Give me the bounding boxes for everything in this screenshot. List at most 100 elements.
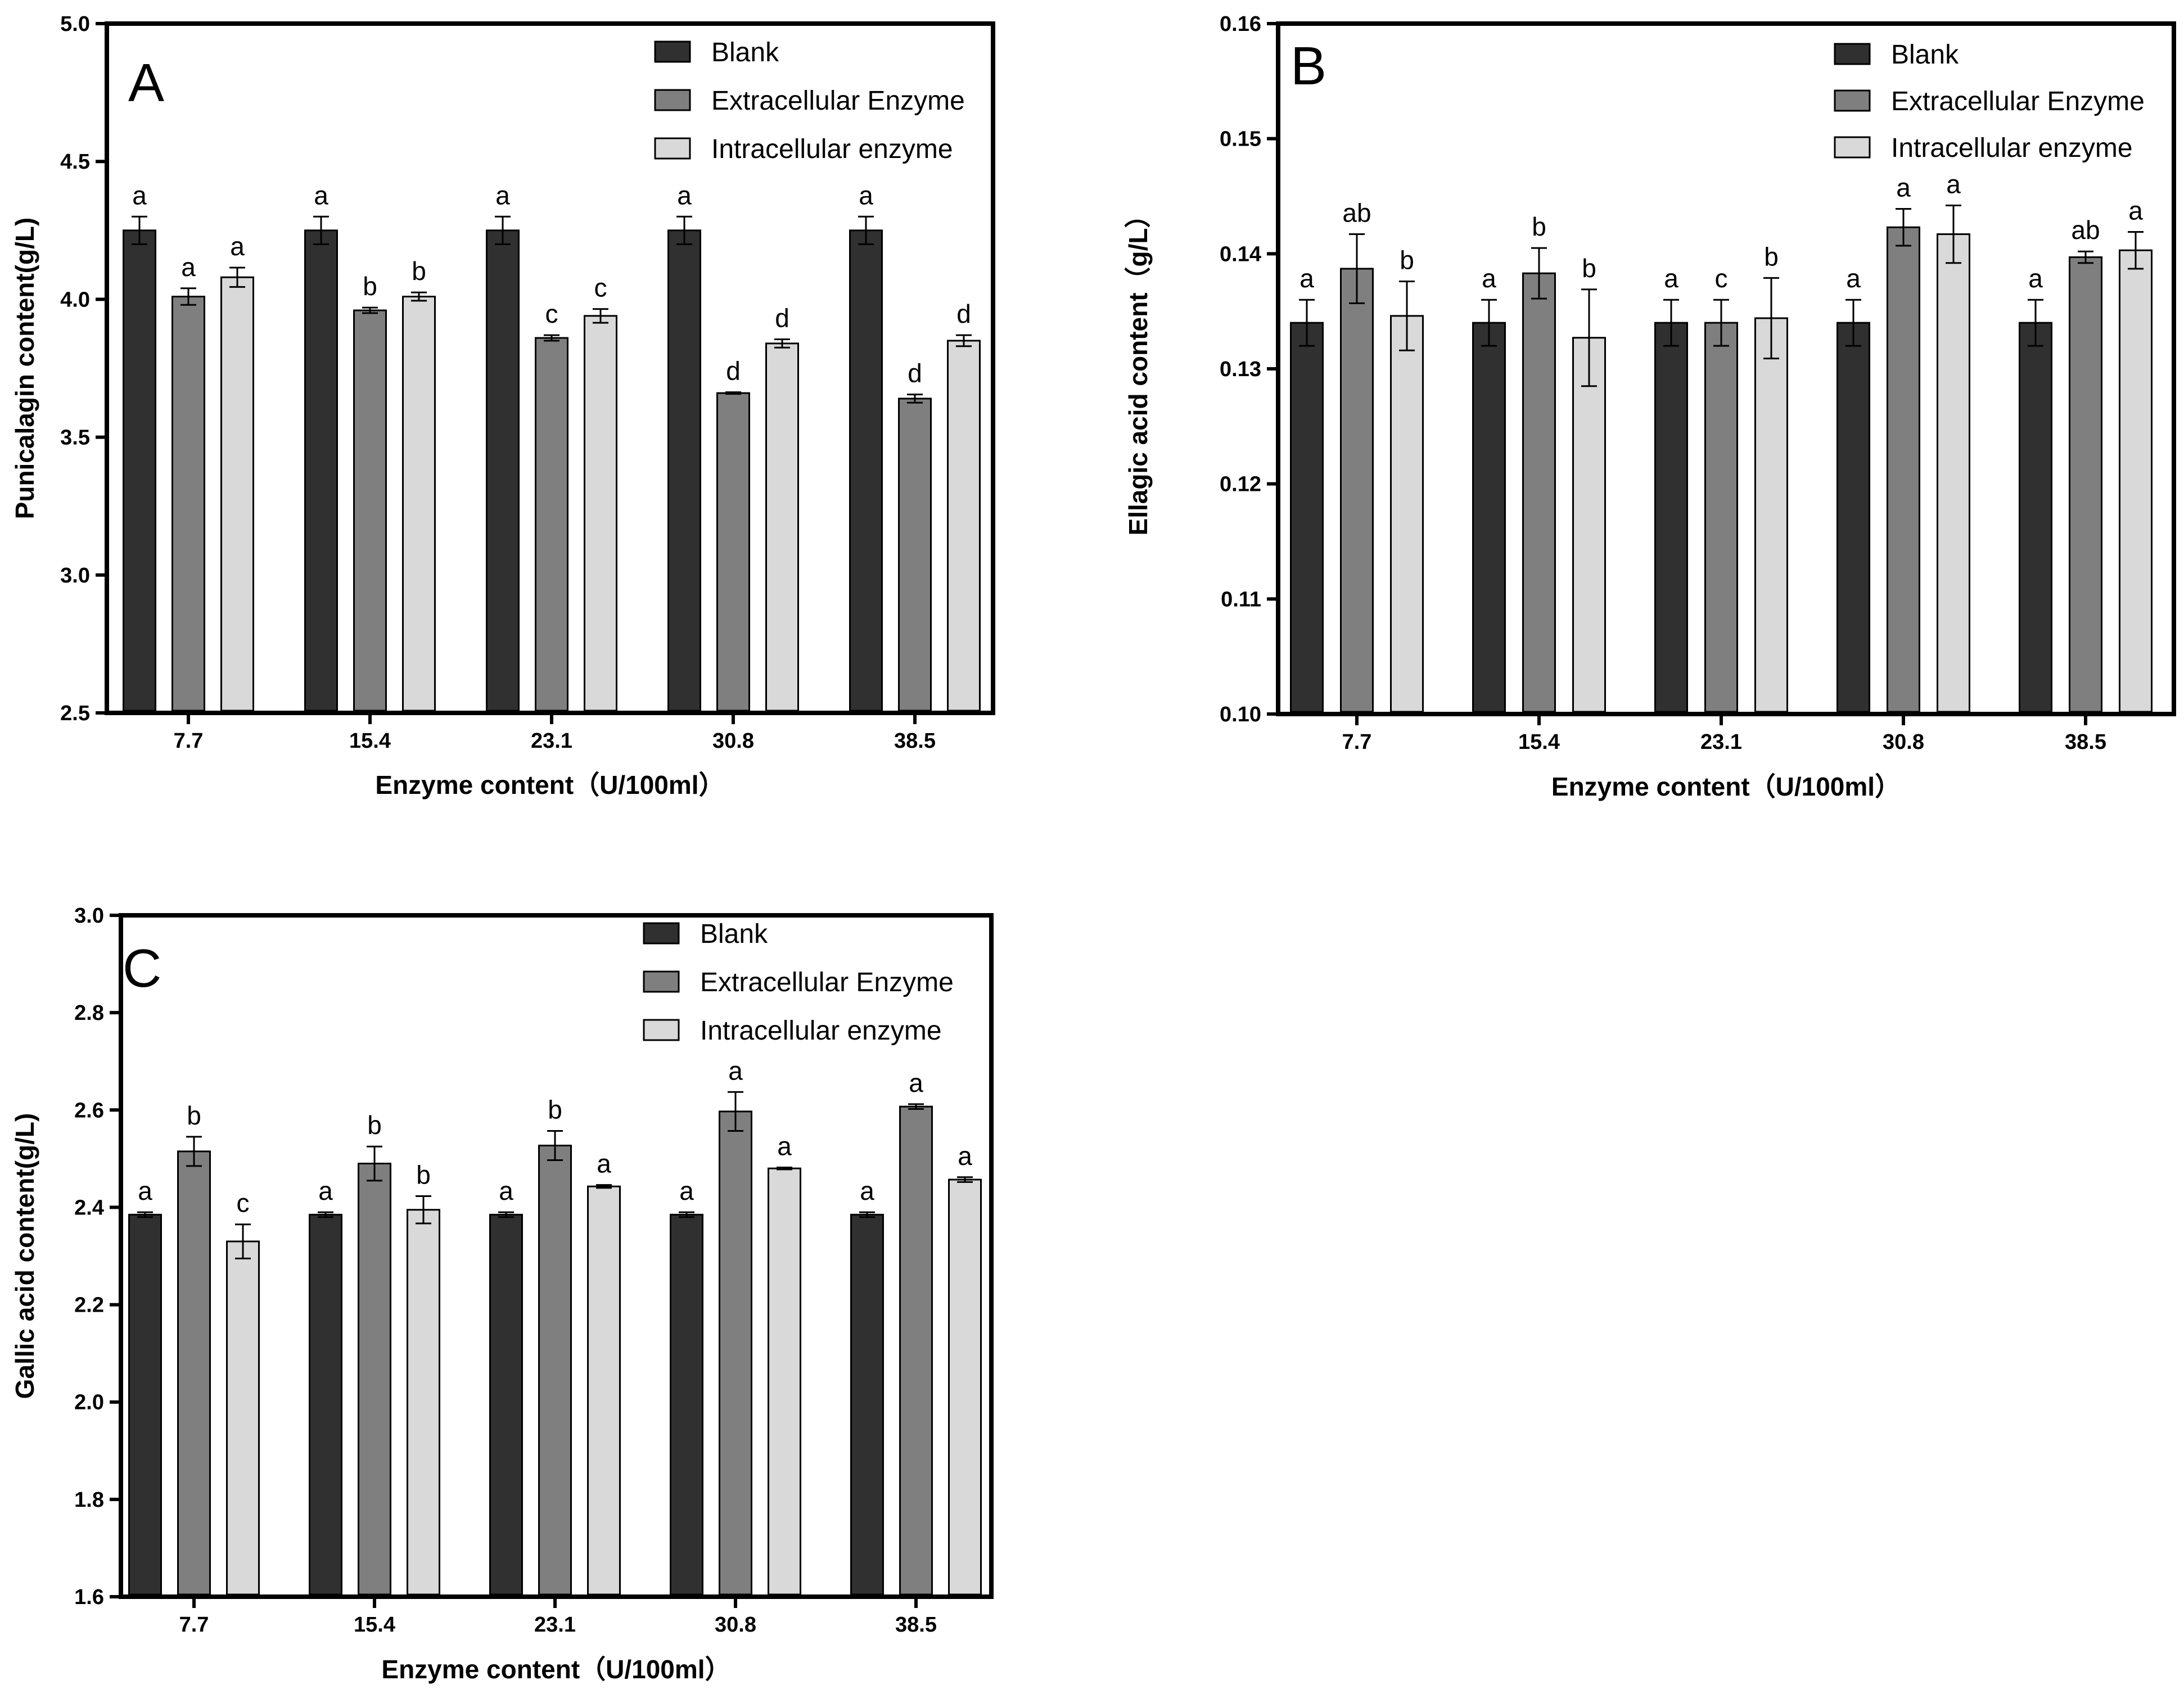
- significance-label: ab: [2071, 215, 2100, 245]
- significance-label: b: [367, 1110, 382, 1140]
- significance-label: a: [318, 1176, 333, 1205]
- chart-panel-a: 2.5 3.0 3.5 4.0 4.5 5.0 7.7 15.4 23.1 30.8 38.5 Enz…: [10, 12, 995, 799]
- significance-label: a: [1482, 264, 1496, 293]
- y-tick-label: 0.15: [1220, 128, 1261, 151]
- bar: [1704, 322, 1738, 713]
- bar: [1937, 233, 1970, 713]
- legend-label: Extracellular Enzyme: [711, 86, 965, 116]
- legend-label: Intracellular enzyme: [1891, 133, 2133, 163]
- legend-swatch: [1834, 136, 1871, 159]
- significance-label: b: [363, 272, 377, 301]
- bar: [2019, 322, 2052, 713]
- bar: [220, 276, 254, 712]
- significance-label: b: [412, 256, 426, 286]
- bar: [535, 337, 568, 712]
- significance-label: a: [181, 252, 196, 282]
- y-tick-label: 0.12: [1220, 473, 1261, 496]
- significance-label: a: [860, 1176, 874, 1205]
- significance-label: a: [1946, 169, 1961, 198]
- bar: [489, 1213, 523, 1596]
- significance-label: a: [230, 232, 245, 261]
- legend-swatch: [643, 1019, 680, 1041]
- bar: [1290, 322, 1324, 713]
- significance-label: a: [677, 180, 692, 210]
- significance-label: d: [775, 304, 789, 333]
- significance-label: a: [2028, 264, 2043, 293]
- significance-label: b: [1400, 245, 1414, 274]
- significance-label: a: [138, 1176, 152, 1205]
- legend-swatch: [643, 922, 680, 945]
- legend-label: Blank: [1891, 40, 1959, 70]
- significance-label: d: [956, 299, 971, 328]
- bar: [584, 315, 617, 712]
- bar: [768, 1167, 801, 1596]
- x-tick-label: 7.7: [1342, 730, 1372, 754]
- y-tick-label: 0.10: [1220, 703, 1261, 726]
- bar: [226, 1240, 260, 1596]
- x-tick-label: 15.4: [1518, 730, 1560, 754]
- y-tick-label: 5.0: [60, 12, 90, 36]
- significance-label: c: [237, 1189, 250, 1218]
- bar: [1836, 322, 1870, 713]
- bar: [587, 1185, 621, 1596]
- significance-label: a: [597, 1149, 611, 1178]
- y-tick-label: 2.4: [74, 1196, 104, 1219]
- significance-label: a: [909, 1068, 923, 1097]
- significance-label: b: [187, 1101, 201, 1130]
- significance-label: b: [1582, 254, 1596, 283]
- x-tick-label: 23.1: [531, 729, 572, 753]
- y-tick-label: 4.5: [60, 150, 90, 174]
- bar: [353, 309, 387, 712]
- bar: [947, 340, 981, 712]
- significance-label: a: [132, 180, 147, 210]
- bar: [1472, 322, 1506, 713]
- significance-label: b: [548, 1095, 562, 1124]
- panel-letter: C: [123, 938, 161, 999]
- x-tick-label: 38.5: [895, 1613, 937, 1637]
- significance-label: a: [495, 180, 510, 210]
- bar: [486, 229, 520, 712]
- x-axis-title: Enzyme content（U/100ml）: [381, 1655, 730, 1684]
- x-tick-label: 30.8: [715, 1613, 756, 1637]
- significance-label: a: [1664, 264, 1678, 293]
- significance-label: a: [1896, 173, 1911, 202]
- significance-label: a: [728, 1056, 743, 1085]
- legend-swatch: [654, 89, 691, 111]
- panel-letter: A: [128, 53, 164, 113]
- y-tick-label: 0.11: [1221, 588, 1261, 611]
- bar: [123, 229, 156, 712]
- x-tick-label: 38.5: [894, 729, 936, 753]
- x-tick-label: 30.8: [712, 729, 754, 753]
- bar: [1340, 268, 1374, 713]
- y-tick-label: 3.0: [74, 904, 104, 928]
- significance-label: c: [594, 273, 607, 302]
- x-axis-title: Enzyme content（U/100ml）: [375, 770, 724, 799]
- significance-label: b: [416, 1160, 431, 1190]
- legend-swatch: [1834, 43, 1871, 65]
- significance-label: b: [1532, 212, 1546, 241]
- bar: [850, 1213, 884, 1596]
- y-tick-label: 1.6: [74, 1585, 104, 1609]
- legend-label: Intracellular enzyme: [711, 134, 953, 164]
- bar: [898, 397, 932, 712]
- significance-label: d: [726, 356, 741, 386]
- significance-label: c: [1715, 264, 1728, 293]
- significance-label: a: [1846, 264, 1861, 293]
- significance-label: a: [958, 1141, 972, 1171]
- y-tick-label: 0.16: [1220, 12, 1261, 36]
- y-tick-label: 2.8: [74, 1001, 104, 1025]
- legend-swatch: [654, 40, 691, 63]
- bar: [1522, 272, 1556, 713]
- y-tick-label: 4.0: [60, 288, 90, 311]
- chart-panel-c: 1.6 1.8 2.0 2.2 2.4 2.6 2.8 3.0 7.7 15.4 23.1 30.8 3…: [10, 904, 994, 1684]
- bar: [309, 1213, 342, 1596]
- y-axis-title: Punicalagin content(g/L): [10, 218, 39, 520]
- y-axis-title: Ellagic acid content（g/L）: [1123, 202, 1153, 536]
- legend-swatch: [643, 970, 680, 993]
- x-axis-title: Enzyme content（U/100ml）: [1551, 772, 1901, 801]
- bar: [538, 1144, 572, 1596]
- significance-label: ab: [1342, 198, 1371, 228]
- y-tick-label: 2.5: [60, 702, 90, 725]
- bar: [128, 1213, 162, 1596]
